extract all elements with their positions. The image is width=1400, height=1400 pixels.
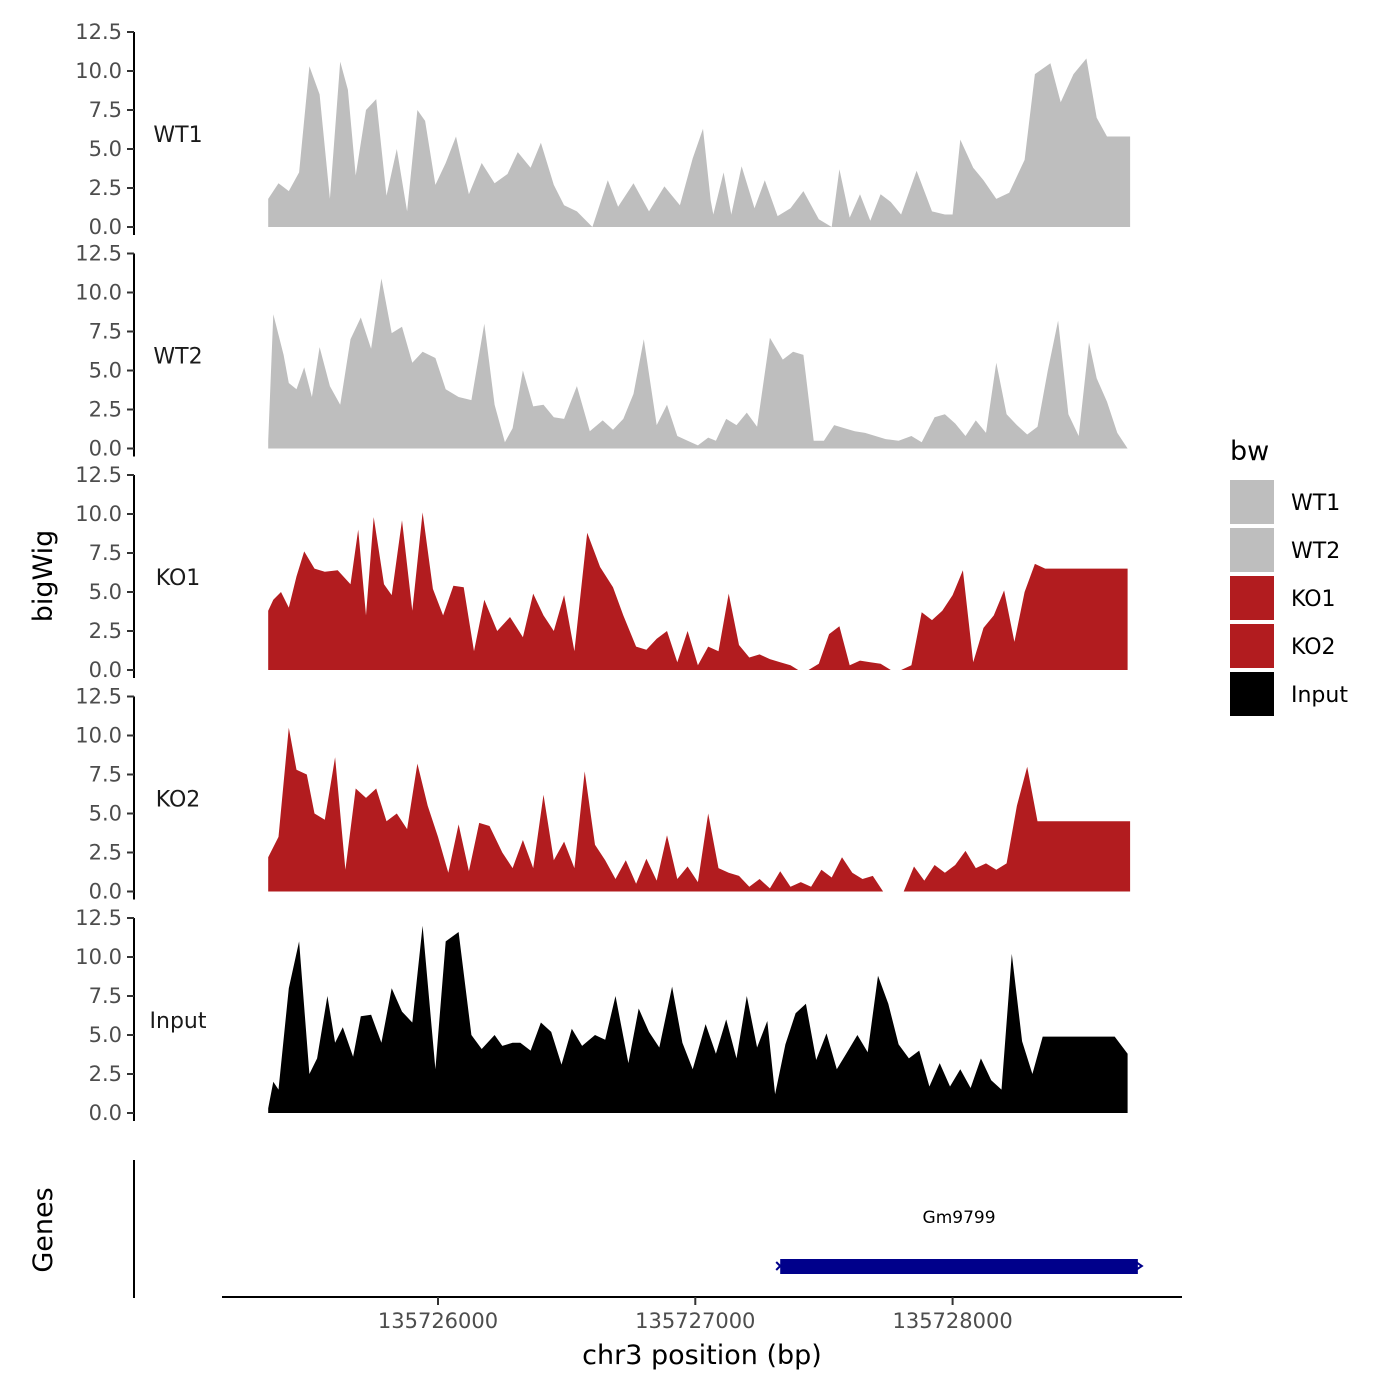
- y-tick-label: 0.0: [89, 880, 122, 904]
- genes-panel-title: Genes: [28, 1187, 59, 1272]
- legend-label-input: Input: [1291, 683, 1348, 708]
- y-tick-label: 5.0: [89, 137, 122, 161]
- legend-label-ko1: KO1: [1291, 587, 1336, 612]
- legend-label-ko2: KO2: [1291, 635, 1336, 660]
- track-label-input: Input: [150, 1009, 207, 1034]
- y-tick-label: 7.5: [89, 541, 122, 565]
- y-tick-label: 12.5: [75, 242, 122, 266]
- legend-key-ko1: [1230, 576, 1274, 620]
- y-tick-label: 0.0: [89, 1101, 122, 1125]
- track-label-ko2: KO2: [156, 788, 201, 813]
- gene-end-marker: [1135, 1261, 1144, 1271]
- y-tick-label: 7.5: [89, 320, 122, 344]
- y-tick-label: 7.5: [89, 98, 122, 122]
- x-axis-title: chr3 position (bp): [582, 1340, 822, 1371]
- y-tick-label: 12.5: [75, 685, 122, 709]
- area-ko2: [268, 727, 1131, 892]
- track-label-wt1: WT1: [153, 123, 202, 148]
- track-panels: 0.0 2.5 5.0 7.5 10.0 12.5 WT1 0.0 2.5 5.0 7.5 10.0 1…: [75, 20, 1131, 1125]
- gene-strand-marker: [775, 1261, 785, 1271]
- y-tick-label: 7.5: [89, 984, 122, 1008]
- panel-ko2: 0.0 2.5 5.0 7.5 10.0 12.5 KO2: [75, 685, 1131, 904]
- y-tick-label: 2.5: [89, 1062, 122, 1086]
- legend-key-ko2: [1230, 624, 1274, 668]
- y-tick-label: 12.5: [75, 906, 122, 930]
- y-tick-label: 2.5: [89, 176, 122, 200]
- gene-body-gm9799: [780, 1259, 1138, 1274]
- track-label-ko1: KO1: [156, 566, 201, 591]
- y-tick-label: 7.5: [89, 763, 122, 787]
- y-tick-label: 2.5: [89, 398, 122, 422]
- legend-key-wt2: [1230, 528, 1274, 572]
- x-tick-label: 135726000: [378, 1309, 498, 1333]
- area-wt2: [268, 278, 1128, 449]
- y-axis-title: bigWig: [28, 530, 59, 623]
- y-tick-label: 10.0: [75, 59, 122, 83]
- y-tick-label: 5.0: [89, 580, 122, 604]
- y-tick-label: 5.0: [89, 802, 122, 826]
- panel-ko1: 0.0 2.5 5.0 7.5 10.0 12.5 KO1: [75, 463, 1128, 682]
- y-tick-label: 5.0: [89, 1023, 122, 1047]
- x-tick-label: 135728000: [892, 1309, 1012, 1333]
- y-tick-label: 0.0: [89, 215, 122, 239]
- x-tick-label: 135727000: [635, 1309, 755, 1333]
- y-tick-label: 10.0: [75, 945, 122, 969]
- gene-label-gm9799: Gm9799: [923, 1208, 996, 1228]
- x-axis: 135726000 135727000 135728000: [222, 1296, 1182, 1333]
- track-label-wt2: WT2: [153, 345, 202, 370]
- gene-panel: Gm9799: [133, 1160, 1144, 1298]
- legend: bw WT1 WT2 KO1 KO2 Input: [1230, 436, 1348, 716]
- panel-wt2: 0.0 2.5 5.0 7.5 10.0 12.5 WT2: [75, 242, 1128, 461]
- legend-title: bw: [1230, 436, 1269, 467]
- y-tick-label: 2.5: [89, 619, 122, 643]
- y-tick-label: 0.0: [89, 437, 122, 461]
- area-ko1: [268, 512, 1128, 670]
- panel-wt1: 0.0 2.5 5.0 7.5 10.0 12.5 WT1: [75, 20, 1131, 239]
- area-wt1: [268, 58, 1131, 227]
- y-tick-label: 12.5: [75, 20, 122, 44]
- y-tick-label: 0.0: [89, 658, 122, 682]
- legend-label-wt1: WT1: [1291, 491, 1340, 516]
- y-tick-label: 10.0: [75, 281, 122, 305]
- legend-key-wt1: [1230, 480, 1274, 524]
- y-tick-label: 2.5: [89, 841, 122, 865]
- y-tick-label: 10.0: [75, 502, 122, 526]
- area-input: [268, 925, 1128, 1113]
- legend-label-wt2: WT2: [1291, 539, 1340, 564]
- y-tick-label: 10.0: [75, 724, 122, 748]
- legend-key-input: [1230, 672, 1274, 716]
- panel-input: 0.0 2.5 5.0 7.5 10.0 12.5 Input: [75, 906, 1128, 1125]
- y-tick-label: 12.5: [75, 463, 122, 487]
- y-tick-label: 5.0: [89, 359, 122, 383]
